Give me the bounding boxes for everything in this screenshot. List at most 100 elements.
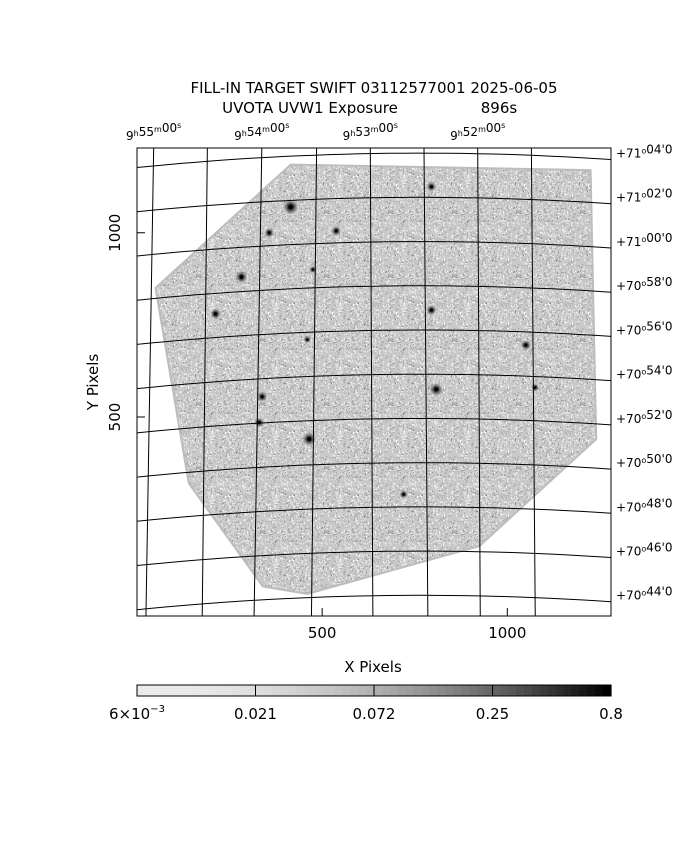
- dec-value: 0: [665, 364, 673, 378]
- colorbar-step: [587, 685, 596, 696]
- colorbar-step: [279, 685, 288, 696]
- dec-tick-label: +71o04'0: [616, 143, 672, 161]
- colorbar-step: [216, 685, 225, 696]
- dec-grid-line: [137, 506, 611, 522]
- colorbar-step: [287, 685, 296, 696]
- ra-unit: s: [285, 121, 289, 130]
- colorbar-label: 0.021: [234, 705, 277, 723]
- dec-unit: o: [641, 147, 646, 156]
- colorbar-step: [310, 685, 320, 696]
- point-source-core: [434, 387, 439, 392]
- ra-grid-line: [145, 148, 155, 616]
- dec-unit: o: [641, 235, 646, 244]
- dec-grid-line: [137, 373, 611, 390]
- colorbar-step: [603, 685, 612, 696]
- colorbar-label: 0.25: [476, 705, 509, 723]
- point-source-core: [524, 343, 528, 347]
- x-tick-label: 1000: [488, 624, 526, 642]
- title-instrument: UVOTA UVW1 Exposure: [222, 99, 398, 117]
- exposure-footprint: [154, 163, 598, 595]
- ra-grid-line: [369, 148, 374, 616]
- colorbar-step: [184, 685, 193, 696]
- point-source-core: [311, 268, 315, 271]
- x-tick-label: 500: [308, 624, 337, 642]
- ra-tick-label: 9h54m00s: [234, 121, 289, 143]
- colorbar-step: [595, 685, 604, 696]
- ra-value: 9: [343, 129, 351, 143]
- ra-unit: m: [478, 125, 486, 134]
- dec-value: ': [662, 496, 665, 510]
- dec-value: 0: [665, 319, 673, 333]
- colorbar-step: [397, 685, 407, 696]
- point-source-core: [267, 231, 271, 235]
- colorbar-step: [563, 685, 573, 696]
- colorbar-label: 0.072: [353, 705, 396, 723]
- colorbar-step: [302, 685, 312, 696]
- image-layer: [154, 163, 598, 595]
- colorbar-step: [176, 685, 185, 696]
- colorbar-label-value: 6×10: [109, 705, 150, 723]
- dec-tick-label: +70o54'0: [616, 364, 672, 382]
- y-tick-label: 500: [106, 403, 124, 432]
- colorbar-step: [547, 685, 557, 696]
- dec-value: +71: [616, 191, 641, 205]
- point-source-core: [239, 275, 244, 279]
- dec-value: ': [662, 541, 665, 555]
- colorbar-step: [295, 685, 304, 696]
- colorbar-step: [358, 685, 367, 696]
- dec-grid-line: [137, 329, 611, 345]
- ra-unit: m: [371, 125, 379, 134]
- colorbar-step: [413, 685, 422, 696]
- title-line-1: FILL-IN TARGET SWIFT 03112577001 2025-06…: [190, 79, 557, 97]
- ra-value: 9: [450, 129, 458, 143]
- dec-value: +70: [616, 368, 641, 382]
- colorbar-step: [231, 685, 241, 696]
- dec-value: 0: [665, 496, 673, 510]
- ra-grid-line: [310, 148, 318, 616]
- dec-unit: o: [641, 191, 646, 200]
- dec-tick-label: +70o46'0: [616, 541, 672, 559]
- colorbar-step: [555, 685, 565, 696]
- dec-unit: o: [641, 500, 646, 509]
- dec-tick-label: +70o56'0: [616, 319, 672, 337]
- ra-tick-label: 9h53m00s: [343, 121, 398, 143]
- colorbar-step: [342, 685, 351, 696]
- dec-value: ': [662, 452, 665, 466]
- ra-value: 54: [247, 125, 262, 139]
- ra-grid-line: [423, 148, 429, 616]
- colorbar-label-exponent: −3: [150, 704, 165, 715]
- colorbar-step: [334, 685, 343, 696]
- ra-grid-line: [201, 148, 208, 616]
- ra-unit: m: [262, 125, 270, 134]
- point-source-core: [429, 185, 433, 189]
- colorbar-step: [468, 685, 478, 696]
- ra-value: 52: [463, 125, 478, 139]
- colorbar-step: [500, 685, 509, 696]
- colorbar-step: [508, 685, 517, 696]
- dec-unit: o: [641, 412, 646, 421]
- dec-value: +70: [616, 545, 641, 559]
- dec-value: +70: [616, 279, 641, 293]
- dec-value: 44: [646, 585, 661, 599]
- dec-grid-line: [137, 594, 611, 611]
- dec-unit: o: [641, 323, 646, 332]
- ra-value: 00: [378, 121, 393, 135]
- ra-unit: s: [177, 121, 181, 130]
- colorbar-label: 0.8: [599, 705, 623, 723]
- colorbar-step: [374, 685, 383, 696]
- dec-value: 0: [665, 452, 673, 466]
- colorbar-step: [405, 685, 415, 696]
- ra-grid-line: [477, 148, 481, 616]
- point-source-core: [334, 229, 338, 233]
- dec-grid-line: [137, 285, 611, 301]
- dec-value: 46: [646, 541, 661, 555]
- ra-unit: m: [154, 125, 162, 134]
- dec-unit: o: [641, 545, 646, 554]
- dec-unit: o: [641, 589, 646, 598]
- dec-value: 48: [646, 496, 661, 510]
- point-source-core: [288, 204, 294, 210]
- ra-grid-line: [253, 148, 263, 616]
- dec-value: ': [662, 364, 665, 378]
- dec-value: 0: [665, 585, 673, 599]
